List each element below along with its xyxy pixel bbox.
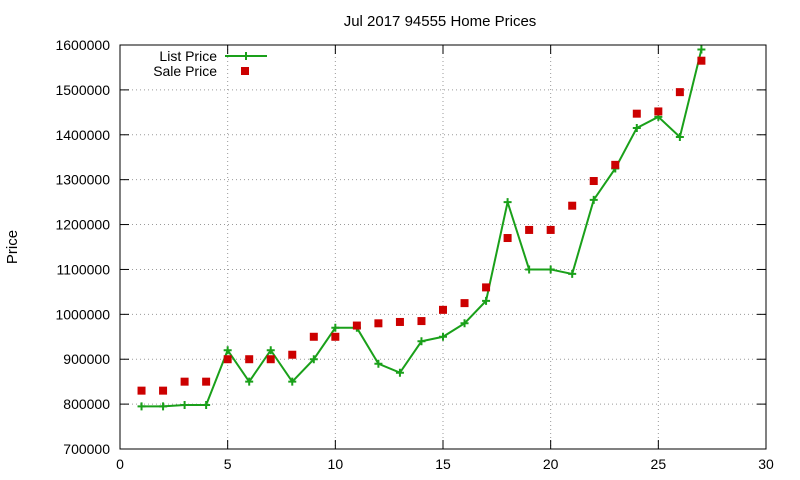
list-price-point	[568, 269, 577, 278]
sale-price-point	[460, 299, 469, 308]
sale-price-point	[374, 319, 383, 328]
list-price-point	[309, 355, 318, 364]
sale-price-point	[159, 386, 168, 395]
list-price-point	[288, 377, 297, 386]
sale-price-point	[439, 305, 447, 314]
x-tick-label: 15	[435, 456, 451, 472]
sale-price-point	[137, 386, 146, 395]
sale-price-point	[288, 350, 297, 359]
sale-price-point	[352, 321, 361, 330]
x-tick-label: 30	[758, 456, 774, 472]
x-tick-label: 20	[543, 456, 559, 472]
sale-price-point	[245, 355, 254, 364]
list-price-point	[482, 296, 491, 305]
list-price-point	[697, 45, 706, 54]
sale-price-point	[654, 107, 663, 116]
y-tick-label: 1600000	[55, 37, 110, 53]
y-tick-label: 1400000	[55, 127, 110, 143]
sale-price-point	[675, 88, 684, 97]
legend-label-list-price: List Price	[159, 48, 217, 64]
sale-price-point	[697, 56, 706, 65]
sale-price-point	[568, 201, 577, 210]
list-price-point	[417, 337, 426, 346]
list-price-point	[245, 377, 254, 386]
sale-price-point	[632, 109, 641, 118]
y-tick-label: 1100000	[57, 261, 111, 277]
list-price-point	[374, 359, 383, 368]
legend-marker-sale-price	[241, 67, 249, 75]
y-tick-label: 1300000	[55, 172, 110, 188]
list-price-point	[159, 402, 168, 411]
y-axis-label: Price	[4, 230, 21, 264]
list-price-point	[266, 346, 275, 355]
list-price-point	[223, 346, 232, 355]
sale-price-point	[180, 377, 189, 386]
list-price-point	[546, 265, 555, 274]
sale-price-point	[525, 225, 534, 234]
y-tick-label: 700000	[63, 441, 110, 457]
list-price-point	[632, 124, 641, 133]
list-price-point	[460, 319, 469, 328]
sale-price-point	[266, 355, 275, 364]
list-price-point	[180, 401, 189, 410]
y-tick-label: 800000	[63, 396, 110, 412]
x-tick-label: 5	[224, 456, 232, 472]
sale-price-point	[503, 234, 512, 243]
legend-label-sale-price: Sale Price	[153, 63, 217, 79]
series-layer	[137, 45, 706, 411]
sale-price-point	[223, 355, 232, 364]
sale-price-point	[611, 160, 620, 169]
sale-price-point	[546, 225, 555, 234]
grid-lines	[120, 45, 766, 449]
sale-price-point	[309, 332, 318, 341]
legend-marker-list-price	[242, 52, 250, 60]
x-tick-label: 0	[116, 456, 124, 472]
x-tick-label: 25	[651, 456, 667, 472]
list-price-point	[525, 265, 534, 274]
legend-cross	[242, 52, 250, 60]
chart-title: Jul 2017 94555 Home Prices	[344, 13, 537, 30]
sale-price-point	[395, 317, 404, 326]
list-price-line	[141, 49, 703, 408]
list-price-point	[503, 198, 512, 207]
y-tick-label: 1200000	[55, 217, 110, 233]
sale-price-point	[331, 332, 340, 341]
list-price-point	[675, 133, 684, 142]
sale-price-point	[417, 317, 426, 326]
list-price-point	[202, 401, 211, 410]
axis-ticks: 700000 800000 900000 1000000 1100000 1200000 1…	[55, 37, 774, 472]
y-tick-label: 1500000	[55, 82, 110, 98]
sale-price-point	[202, 377, 211, 386]
sale-price-point	[482, 283, 491, 292]
sale-price-point	[589, 177, 598, 186]
list-price-point	[439, 332, 447, 341]
list-price-point	[331, 323, 340, 332]
y-tick-label: 900000	[63, 351, 110, 367]
x-tick-label: 10	[328, 456, 344, 472]
list-price-point	[589, 195, 598, 204]
y-tick-label: 1000000	[55, 306, 110, 322]
legend: List Price Sale Price	[153, 48, 267, 79]
list-price-point	[395, 368, 404, 377]
list-price-point	[137, 402, 146, 411]
